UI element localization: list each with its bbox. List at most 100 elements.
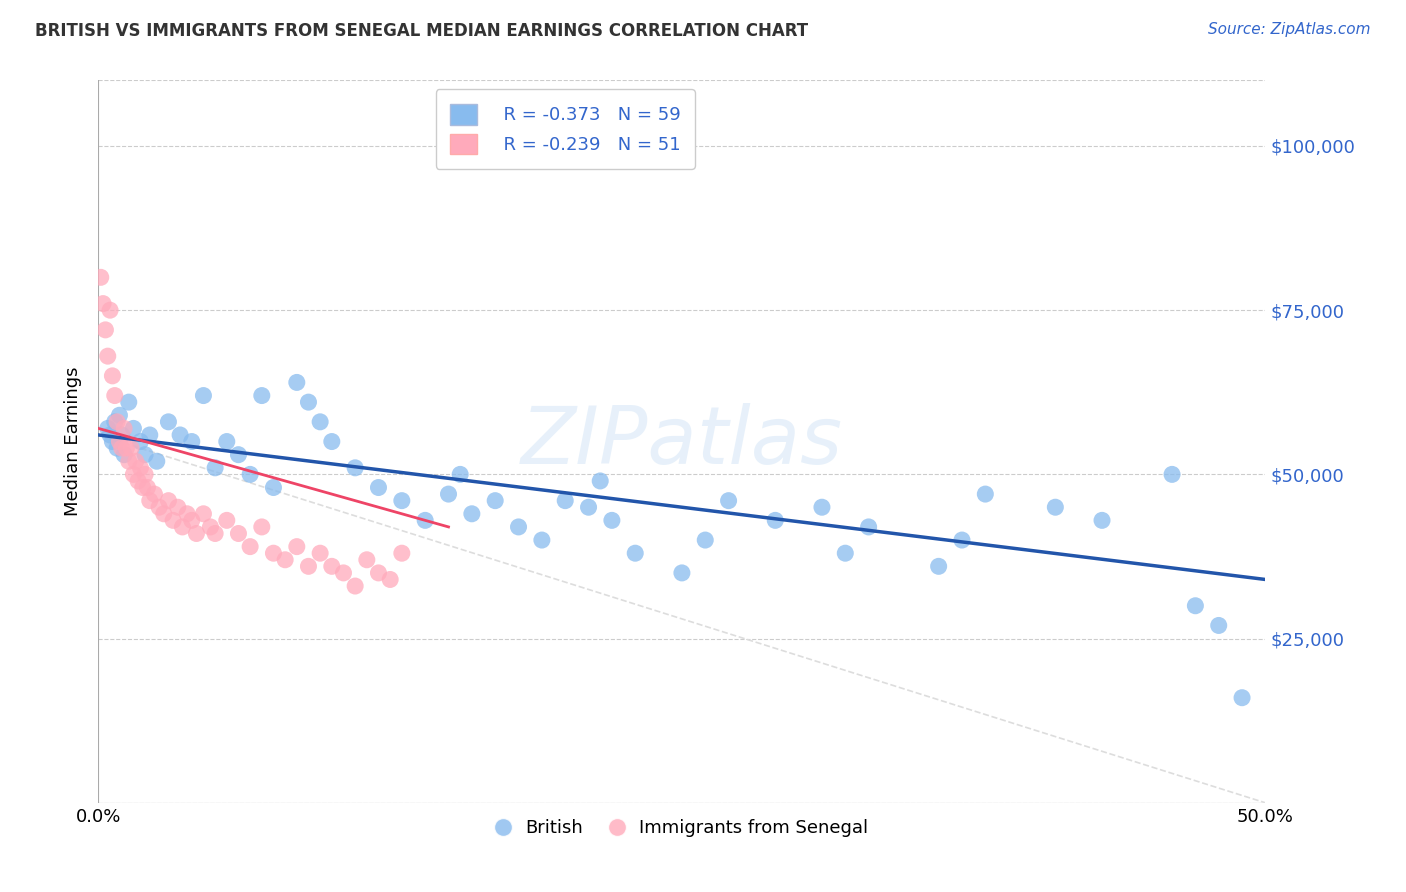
Point bbox=[356, 553, 378, 567]
Point bbox=[928, 559, 950, 574]
Point bbox=[136, 481, 159, 495]
Point bbox=[321, 559, 343, 574]
Point bbox=[186, 526, 208, 541]
Legend: British, Immigrants from Senegal: British, Immigrants from Senegal bbox=[489, 812, 875, 845]
Point bbox=[172, 520, 194, 534]
Point bbox=[1208, 618, 1230, 632]
Point bbox=[950, 533, 973, 547]
Point bbox=[437, 487, 460, 501]
Point bbox=[297, 559, 319, 574]
Text: Source: ZipAtlas.com: Source: ZipAtlas.com bbox=[1208, 22, 1371, 37]
Point bbox=[120, 441, 142, 455]
Point bbox=[285, 376, 308, 390]
Point bbox=[105, 415, 128, 429]
Point bbox=[129, 460, 152, 475]
Text: ZIPatlas: ZIPatlas bbox=[520, 402, 844, 481]
Point bbox=[104, 415, 127, 429]
Point bbox=[134, 448, 156, 462]
Point bbox=[215, 434, 238, 449]
Point bbox=[974, 487, 997, 501]
Point bbox=[90, 270, 112, 285]
Point bbox=[1230, 690, 1253, 705]
Point bbox=[228, 526, 250, 541]
Point bbox=[204, 526, 226, 541]
Point bbox=[112, 448, 135, 462]
Point bbox=[112, 421, 135, 435]
Point bbox=[297, 395, 319, 409]
Point bbox=[250, 520, 273, 534]
Point bbox=[367, 481, 389, 495]
Point bbox=[98, 428, 121, 442]
Point bbox=[858, 520, 880, 534]
Point bbox=[108, 409, 131, 423]
Point bbox=[1045, 500, 1067, 515]
Point bbox=[152, 507, 174, 521]
Point bbox=[148, 500, 170, 515]
Point bbox=[589, 474, 612, 488]
Point bbox=[105, 441, 128, 455]
Point bbox=[162, 513, 184, 527]
Point bbox=[380, 573, 402, 587]
Point bbox=[239, 467, 262, 482]
Point bbox=[262, 481, 284, 495]
Point bbox=[600, 513, 623, 527]
Point bbox=[367, 566, 389, 580]
Point bbox=[157, 493, 180, 508]
Point bbox=[239, 540, 262, 554]
Point bbox=[321, 434, 343, 449]
Point bbox=[484, 493, 506, 508]
Point bbox=[717, 493, 740, 508]
Point bbox=[118, 395, 141, 409]
Point bbox=[274, 553, 297, 567]
Point bbox=[1184, 599, 1206, 613]
Point bbox=[391, 493, 413, 508]
Point bbox=[671, 566, 693, 580]
Point bbox=[228, 448, 250, 462]
Point bbox=[132, 481, 155, 495]
Point bbox=[530, 533, 553, 547]
Point bbox=[176, 507, 198, 521]
Point bbox=[391, 546, 413, 560]
Point bbox=[180, 434, 202, 449]
Point bbox=[508, 520, 530, 534]
Point bbox=[309, 546, 332, 560]
Point bbox=[215, 513, 238, 527]
Point bbox=[111, 441, 134, 455]
Point bbox=[157, 415, 180, 429]
Point bbox=[122, 467, 145, 482]
Point bbox=[200, 520, 222, 534]
Point bbox=[122, 421, 145, 435]
Point bbox=[115, 441, 138, 455]
Point bbox=[166, 500, 188, 515]
Point bbox=[449, 467, 471, 482]
Point bbox=[624, 546, 647, 560]
Point bbox=[146, 454, 169, 468]
Point bbox=[104, 388, 127, 402]
Point bbox=[262, 546, 284, 560]
Point bbox=[143, 487, 166, 501]
Point bbox=[193, 388, 215, 402]
Point bbox=[169, 428, 191, 442]
Point bbox=[125, 454, 148, 468]
Point bbox=[108, 434, 131, 449]
Point bbox=[97, 349, 120, 363]
Point bbox=[139, 493, 162, 508]
Point bbox=[332, 566, 354, 580]
Point bbox=[461, 507, 484, 521]
Point bbox=[111, 428, 134, 442]
Point bbox=[94, 323, 117, 337]
Point bbox=[695, 533, 717, 547]
Point bbox=[285, 540, 308, 554]
Text: BRITISH VS IMMIGRANTS FROM SENEGAL MEDIAN EARNINGS CORRELATION CHART: BRITISH VS IMMIGRANTS FROM SENEGAL MEDIA… bbox=[35, 22, 808, 40]
Point bbox=[344, 579, 367, 593]
Point bbox=[134, 467, 156, 482]
Point bbox=[811, 500, 834, 515]
Point bbox=[1091, 513, 1114, 527]
Point bbox=[309, 415, 332, 429]
Point bbox=[101, 434, 124, 449]
Point bbox=[101, 368, 124, 383]
Point bbox=[139, 428, 162, 442]
Point bbox=[763, 513, 786, 527]
Y-axis label: Median Earnings: Median Earnings bbox=[65, 367, 83, 516]
Point bbox=[98, 303, 121, 318]
